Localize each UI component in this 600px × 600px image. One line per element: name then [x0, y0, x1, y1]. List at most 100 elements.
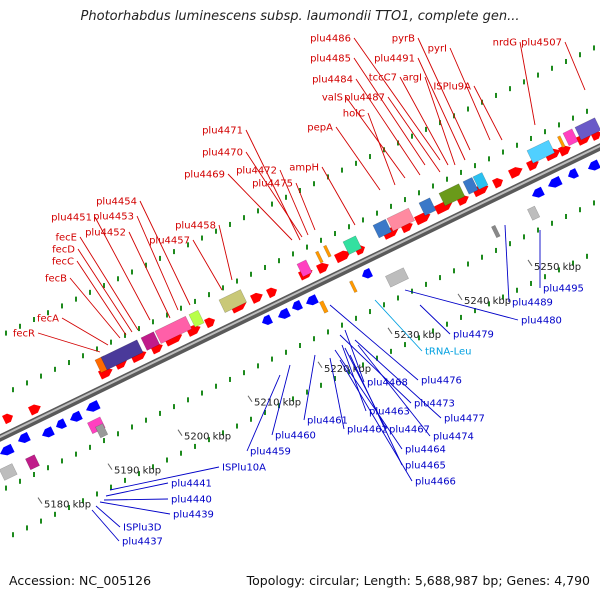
green-tick: [166, 457, 168, 463]
label-leader-lines: [37, 37, 586, 542]
scale-tick-label: 5180 kbp: [44, 500, 91, 511]
green-tick: [425, 126, 427, 132]
rna-marker: [315, 250, 324, 264]
forward-gene-label: plu4454: [96, 197, 137, 208]
green-tick: [390, 203, 392, 209]
forward-gene-label: ISPlu9A: [433, 82, 471, 93]
green-tick: [285, 194, 287, 200]
green-tick: [194, 443, 196, 449]
green-tick: [68, 505, 70, 511]
green-tick: [201, 235, 203, 241]
forward-gene-label: plu4470: [202, 148, 243, 159]
green-tick: [439, 275, 441, 281]
green-tick: [236, 423, 238, 429]
forward-gene-label: fecB: [45, 274, 67, 285]
leader-line: [344, 329, 365, 383]
leader-line: [335, 126, 381, 191]
green-tick: [236, 278, 238, 284]
leader-line: [77, 248, 133, 333]
green-tick: [523, 79, 525, 85]
reverse-gene-label: plu4462: [347, 425, 388, 436]
green-tick: [306, 389, 308, 395]
green-tick: [376, 355, 378, 361]
green-tick: [516, 142, 518, 148]
leader-line: [128, 231, 171, 319]
forward-gene-arrow: [266, 287, 277, 299]
reverse-gene-arrow: [568, 168, 579, 179]
green-tick: [82, 353, 84, 359]
green-tick: [376, 210, 378, 216]
forward-gene-arrow: [204, 317, 215, 329]
green-tick: [495, 247, 497, 253]
green-tick: [110, 484, 112, 490]
leader-line: [404, 289, 519, 321]
leader-line: [334, 349, 403, 450]
green-tick: [292, 396, 294, 402]
reverse-gene-label: plu4474: [433, 432, 474, 443]
lower-feature-box: [95, 423, 109, 439]
leader-line: [329, 357, 345, 430]
green-tick: [299, 343, 301, 348]
forward-gene-label: argI: [403, 73, 422, 84]
leader-line: [95, 505, 121, 528]
forward-gene-label: pepA: [307, 123, 333, 134]
leader-line: [339, 359, 413, 482]
leader-line: [354, 339, 442, 419]
lower-feature-box: [527, 205, 541, 221]
green-tick: [208, 437, 210, 443]
forward-gene-label: plu4453: [93, 212, 134, 223]
reverse-gene-arrow: [548, 176, 563, 188]
map-title: Photorhabdus luminescens subsp. laumondi…: [80, 9, 520, 24]
green-tick: [509, 241, 511, 247]
green-tick: [495, 92, 497, 98]
forward-gene-arrow: [414, 212, 431, 226]
green-tick: [145, 417, 147, 423]
forward-gene-arrow: [28, 404, 41, 416]
green-tick: [278, 258, 280, 264]
green-tick: [257, 363, 259, 369]
feature-box: [462, 176, 479, 195]
forward-gene-arrow: [492, 177, 503, 189]
forward-gene-label: ampH: [289, 163, 319, 174]
green-tick: [460, 314, 462, 320]
reverse-gene-label: plu4459: [250, 447, 291, 458]
reverse-gene-arrow: [362, 268, 373, 279]
green-tick: [432, 183, 434, 189]
green-tick: [271, 356, 273, 362]
forward-gene-label: plu4457: [149, 236, 190, 247]
green-tick: [383, 302, 385, 308]
leader-line: [357, 344, 431, 437]
green-tick: [19, 323, 21, 329]
green-tick: [47, 465, 49, 471]
green-tick: [250, 271, 252, 277]
green-tick: [61, 303, 63, 309]
green-tick: [523, 234, 525, 240]
leader-line: [109, 466, 220, 491]
scale-tick-label: 5200 kbp: [184, 432, 231, 443]
leader-line: [349, 354, 403, 466]
leader-line: [105, 482, 169, 497]
leader-line: [564, 41, 586, 91]
reverse-gene-label: plu4477: [444, 414, 485, 425]
accession-text: Accession: NC_005126: [9, 573, 152, 588]
feature-box: [386, 207, 415, 232]
leader-line: [192, 239, 223, 291]
green-tick: [558, 122, 560, 128]
green-tick: [264, 264, 266, 270]
green-tick: [159, 410, 161, 416]
green-tick: [131, 424, 133, 430]
green-tick: [446, 321, 448, 327]
green-tick: [61, 458, 63, 464]
green-tick: [89, 289, 91, 295]
green-tick: [187, 397, 189, 403]
green-tick: [33, 472, 35, 478]
green-tick: [201, 390, 203, 396]
leader-line: [99, 501, 171, 515]
forward-gene-label: plu4452: [85, 228, 126, 239]
green-tick: [516, 287, 518, 293]
leader-line: [136, 215, 179, 311]
green-tick: [530, 280, 532, 286]
forward-gene-label: holC: [343, 109, 365, 120]
green-tick: [334, 376, 336, 382]
green-tick: [306, 244, 308, 250]
